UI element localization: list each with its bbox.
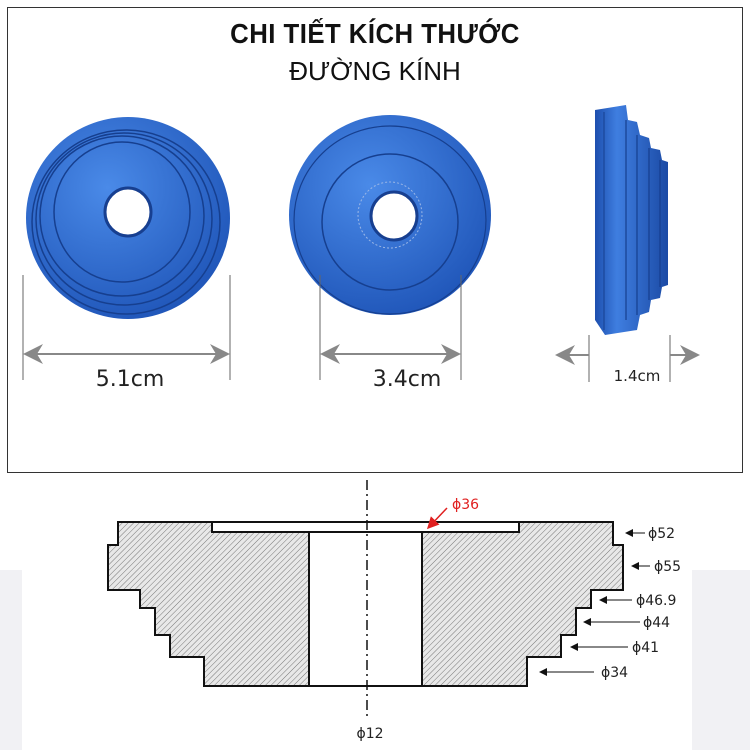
step-label: ϕ46.9 bbox=[636, 593, 676, 609]
disk-back-view bbox=[26, 117, 230, 319]
background-panel-right bbox=[692, 570, 750, 750]
step-label: ϕ41 bbox=[632, 640, 659, 656]
bore-diameter-label: ϕ12 bbox=[356, 726, 383, 742]
page-subtitle: ĐƯỜNG KÍNH bbox=[289, 56, 461, 86]
dimension-label: 1.4cm bbox=[614, 367, 661, 385]
disk-front-view bbox=[289, 115, 491, 315]
dimension-label: 5.1cm bbox=[96, 367, 165, 392]
dimension-1-4cm: 1.4cm bbox=[555, 335, 700, 385]
dimension-5-1cm: 5.1cm bbox=[22, 275, 231, 392]
cross-section-drawing: ϕ36 ϕ12 ϕ52 ϕ55 ϕ46.9 ϕ44 ϕ41 ϕ34 bbox=[107, 480, 681, 742]
photo-frame bbox=[7, 7, 743, 473]
step-label: ϕ55 bbox=[654, 559, 681, 575]
step-label: ϕ44 bbox=[643, 615, 670, 631]
step-label: ϕ52 bbox=[648, 526, 675, 542]
disk-side-view bbox=[595, 105, 668, 335]
background-panel-left bbox=[0, 570, 22, 750]
recess-diameter-label: ϕ36 bbox=[452, 497, 479, 513]
step-label: ϕ34 bbox=[601, 665, 628, 681]
dimension-3-4cm: 3.4cm bbox=[319, 275, 462, 392]
page-title: CHI TIẾT KÍCH THƯỚC bbox=[230, 18, 520, 49]
dimension-label: 3.4cm bbox=[373, 367, 442, 392]
